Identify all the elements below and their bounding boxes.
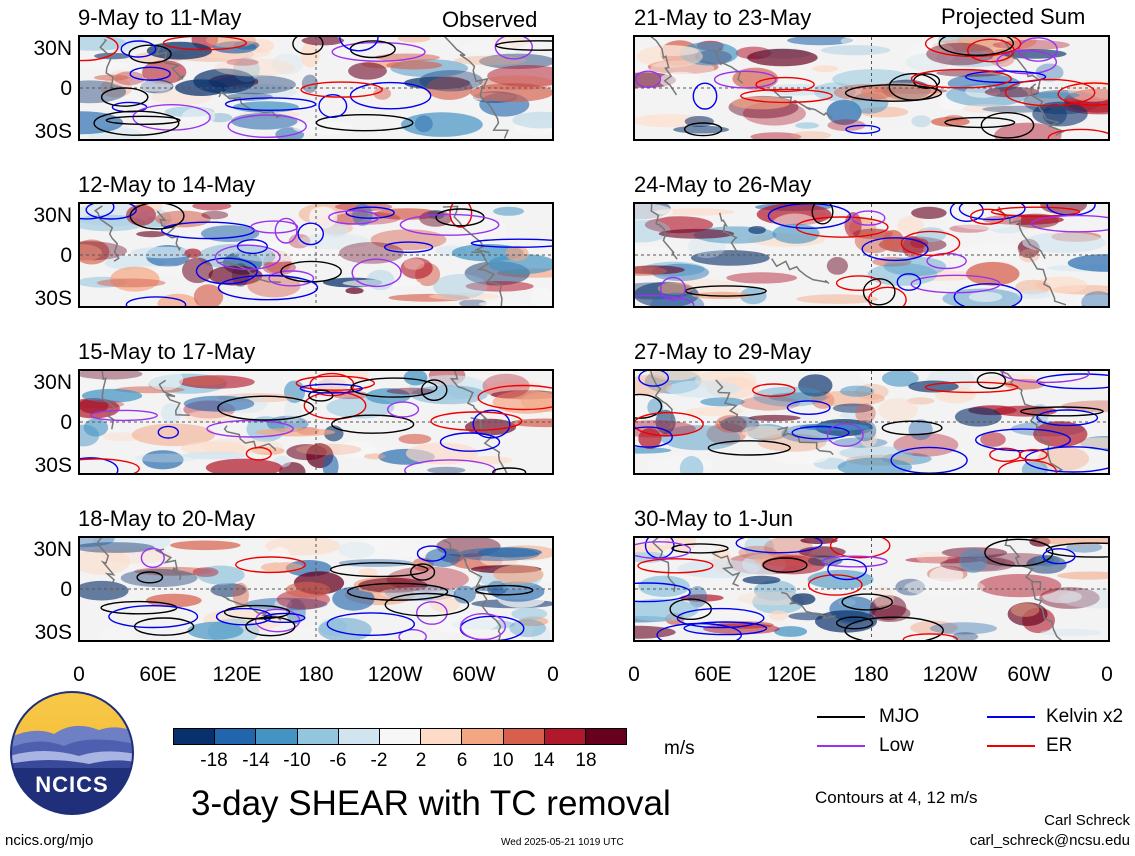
- lon-label: 120W: [367, 663, 423, 686]
- legend-line-er: [987, 745, 1035, 747]
- map-field: [80, 371, 552, 473]
- lat-label-30n: 30N: [33, 37, 72, 60]
- lon-label: 120E: [212, 663, 262, 686]
- colorbar-swatch: [584, 729, 627, 744]
- lat-label-30s: 30S: [34, 454, 72, 477]
- panel-title-left-1: 9-May to 11-May: [78, 5, 242, 30]
- colorbar-swatch: [174, 729, 215, 744]
- map-field: [635, 538, 1108, 640]
- colorbar-swatch: [378, 729, 421, 744]
- lat-label-0: 0: [60, 578, 72, 601]
- ncics-logo-text: NCICS: [35, 772, 109, 797]
- map-field: [635, 371, 1108, 473]
- colorbar-tick-label: 6: [456, 750, 468, 771]
- lat-label-30n: 30N: [33, 204, 72, 227]
- colorbar-swatch: [461, 729, 503, 744]
- lat-label-30s: 30S: [34, 287, 72, 310]
- observed-label: Observed: [442, 7, 538, 32]
- map-panel-left-4: [78, 536, 554, 642]
- figure-title: 3-day SHEAR with TC removal: [191, 784, 671, 823]
- panel-title-left-4: 18-May to 20-May: [78, 506, 256, 531]
- panel-title-left-2: 12-May to 14-May: [78, 172, 256, 197]
- colorbar-swatch: [337, 729, 379, 744]
- lon-label: 0: [628, 663, 640, 686]
- legend-line-mjo: [817, 716, 865, 718]
- colorbar-tick-label: 2: [415, 750, 427, 771]
- colorbar-swatch: [255, 729, 297, 744]
- lon-label: 180: [298, 663, 334, 686]
- colorbar-swatch: [502, 729, 544, 744]
- lat-label-30s: 30S: [34, 120, 72, 143]
- footer-email[interactable]: carl_schreck@ncsu.edu: [969, 832, 1130, 849]
- lon-label: 120W: [922, 663, 978, 686]
- legend-line-kelvin: [987, 716, 1035, 718]
- colorbar-tick-label: -6: [329, 750, 347, 771]
- map-field: [80, 538, 552, 640]
- lon-label: 180: [853, 663, 889, 686]
- footer-timestamp: Wed 2025-05-21 1019 UTC: [501, 837, 624, 848]
- ncics-logo: NCICS: [9, 690, 135, 816]
- legend-label-er: ER: [1046, 735, 1073, 756]
- map-panel-right-1: [633, 35, 1110, 141]
- legend-label-low: Low: [879, 735, 914, 756]
- lat-label-30s: 30S: [34, 621, 72, 644]
- legend-line-low: [817, 745, 865, 747]
- colorbar-tick-label: -2: [370, 750, 388, 771]
- lon-label: 60W: [1007, 663, 1051, 686]
- map-panel-left-1: [78, 35, 554, 141]
- map-field: [80, 204, 552, 306]
- lon-label: 0: [1101, 663, 1113, 686]
- colorbar-swatch: [296, 729, 338, 744]
- colorbar-tick-label: -10: [283, 750, 311, 771]
- lat-label-30n: 30N: [33, 371, 72, 394]
- lon-label: 120E: [767, 663, 817, 686]
- lat-label-0: 0: [60, 77, 72, 100]
- lon-label: 60E: [694, 663, 732, 686]
- panel-title-right-1: 21-May to 23-May: [634, 5, 812, 30]
- colorbar-swatch: [420, 729, 462, 744]
- lon-label: 60E: [139, 663, 177, 686]
- footer-author: Carl Schreck: [1044, 812, 1130, 829]
- lat-label-0: 0: [60, 244, 72, 267]
- panel-title-right-4: 30-May to 1-Jun: [634, 506, 793, 531]
- map-panel-left-2: [78, 202, 554, 308]
- colorbar-tick-label: 10: [492, 750, 514, 771]
- map-panel-left-3: [78, 369, 554, 475]
- contour-note: Contours at 4, 12 m/s: [815, 788, 978, 807]
- projected-sum-label: Projected Sum: [941, 4, 1086, 29]
- colorbar-tick-label: -18: [200, 750, 228, 771]
- map-field: [635, 37, 1108, 139]
- colorbar: [173, 728, 627, 745]
- legend-label-mjo: MJO: [879, 706, 920, 727]
- map-panel-right-3: [633, 369, 1110, 475]
- colorbar-swatch: [214, 729, 256, 744]
- colorbar-tick-label: 18: [575, 750, 597, 771]
- lon-label: 0: [547, 663, 559, 686]
- colorbar-tick-label: -14: [242, 750, 270, 771]
- lat-label-0: 0: [60, 411, 72, 434]
- ncics-logo-graphic: [10, 691, 134, 815]
- colorbar-tick-label: 14: [533, 750, 555, 771]
- map-field: [635, 204, 1108, 306]
- lon-label: 0: [73, 663, 85, 686]
- colorbar-units: m/s: [664, 738, 695, 759]
- panel-title-right-3: 27-May to 29-May: [634, 339, 812, 364]
- map-panel-right-2: [633, 202, 1110, 308]
- map-field: [80, 37, 552, 139]
- colorbar-swatch: [543, 729, 585, 744]
- footer-url[interactable]: ncics.org/mjo: [5, 832, 94, 849]
- panel-title-right-2: 24-May to 26-May: [634, 172, 812, 197]
- legend-label-kelvin: Kelvin x2: [1046, 706, 1124, 727]
- map-panel-right-4: [633, 536, 1110, 642]
- lon-label: 60W: [452, 663, 496, 686]
- colorbar-labels: -18 -14 -10 -6 -2 2 6 10 14 18: [173, 751, 627, 775]
- panel-title-left-3: 15-May to 17-May: [78, 339, 256, 364]
- lat-label-30n: 30N: [33, 538, 72, 561]
